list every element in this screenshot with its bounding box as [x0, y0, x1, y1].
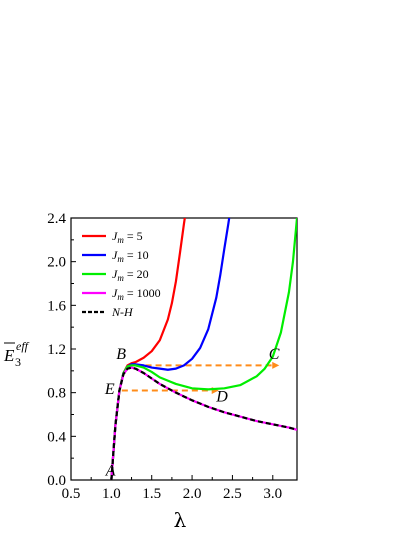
y-tick-label: 1.6 [47, 298, 66, 314]
series-line-4 [110, 366, 297, 480]
series-lines [110, 218, 297, 480]
reference-arrowhead [272, 361, 280, 369]
x-tick-label: 2.0 [183, 486, 202, 502]
point-annotations: A B C D E [104, 346, 280, 480]
legend-label: Jm = 20 [112, 267, 149, 283]
x-tick-label: 1.0 [102, 486, 121, 502]
x-tick-label: 2.5 [223, 486, 242, 502]
y-axis-title: E 3 eff [3, 339, 30, 369]
point-label-D: D [215, 388, 228, 405]
legend-label: N-H [111, 305, 134, 319]
y-axis-title-sub: 3 [15, 355, 21, 369]
x-tick-label: 3.0 [263, 486, 282, 502]
y-tick-label: 2.4 [47, 211, 66, 227]
point-label-C: C [269, 346, 280, 363]
y-tick-label: 0.8 [47, 386, 66, 402]
point-label-B: B [116, 346, 126, 363]
x-tick-label: 0.5 [62, 486, 81, 502]
plot-frame [70, 217, 298, 481]
ticks: 0.5 1.0 1.5 2.0 2.5 3.0 0.0 0.4 0.8 1.2 1.6 2.0 2.4 [47, 211, 282, 502]
y-tick-label: 2.0 [47, 255, 66, 271]
y-tick-label: 0.4 [47, 429, 66, 445]
legend-label: Jm = 5 [112, 229, 143, 245]
y-tick-label: 0.0 [47, 473, 66, 489]
point-label-A: A [105, 463, 116, 480]
legend-label: Jm = 10 [112, 248, 149, 264]
x-axis-title: λ [174, 508, 187, 532]
y-axis-title-sup: eff [16, 339, 30, 353]
y-axis-title-main: E [3, 346, 15, 365]
legend-label: Jm = 1000 [112, 286, 161, 302]
y-tick-label: 1.2 [47, 342, 66, 358]
legend: Jm = 5 Jm = 10 Jm = 20 Jm = 1000 N-H [82, 229, 161, 319]
point-label-E: E [104, 381, 115, 398]
x-tick-label: 1.5 [142, 486, 161, 502]
